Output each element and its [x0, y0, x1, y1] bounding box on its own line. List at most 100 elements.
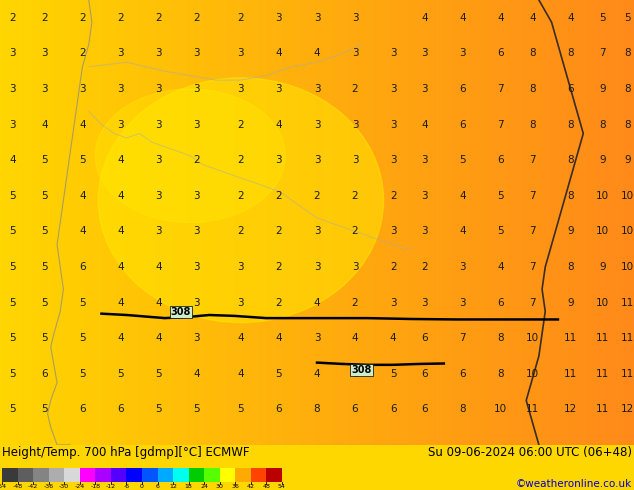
Text: 3: 3	[155, 226, 162, 236]
Text: 5: 5	[624, 13, 631, 23]
Bar	[251, 468, 266, 482]
Text: 3: 3	[314, 333, 320, 343]
Text: 8: 8	[567, 155, 574, 165]
Text: 2: 2	[10, 13, 16, 23]
Bar	[126, 468, 142, 482]
Text: 2: 2	[276, 262, 282, 272]
Text: 4: 4	[498, 262, 504, 272]
Text: 3: 3	[276, 13, 282, 23]
Text: 4: 4	[117, 226, 124, 236]
Text: 2: 2	[276, 226, 282, 236]
Text: 4: 4	[238, 369, 244, 379]
Text: -42: -42	[28, 485, 38, 490]
Text: 5: 5	[498, 191, 504, 201]
Text: 308: 308	[351, 365, 372, 375]
Text: 3: 3	[422, 191, 428, 201]
Text: 2: 2	[238, 191, 244, 201]
Text: 9: 9	[599, 262, 605, 272]
Text: 8: 8	[624, 120, 631, 129]
Text: 5: 5	[79, 155, 86, 165]
Text: 11: 11	[596, 333, 609, 343]
Bar	[95, 468, 111, 482]
Text: 2: 2	[390, 191, 396, 201]
Text: 4: 4	[314, 297, 320, 308]
Text: 3: 3	[352, 155, 358, 165]
Text: 4: 4	[155, 297, 162, 308]
Text: 2: 2	[352, 191, 358, 201]
Text: 7: 7	[460, 333, 466, 343]
Text: 9: 9	[599, 84, 605, 94]
Text: 3: 3	[314, 226, 320, 236]
Text: 6: 6	[422, 369, 428, 379]
Text: 7: 7	[529, 297, 536, 308]
Text: 4: 4	[41, 120, 48, 129]
Text: 4: 4	[314, 49, 320, 58]
Bar	[235, 468, 251, 482]
Text: 10: 10	[621, 262, 634, 272]
Text: 2: 2	[352, 297, 358, 308]
Bar	[220, 468, 235, 482]
Text: 5: 5	[460, 155, 466, 165]
Text: 5: 5	[10, 333, 16, 343]
Text: 3: 3	[41, 84, 48, 94]
Text: 4: 4	[529, 13, 536, 23]
Text: 36: 36	[231, 485, 239, 490]
Text: 7: 7	[529, 191, 536, 201]
Text: 3: 3	[352, 262, 358, 272]
Text: 4: 4	[193, 369, 200, 379]
Text: 3: 3	[390, 49, 396, 58]
Text: 3: 3	[10, 120, 16, 129]
Text: 9: 9	[624, 155, 631, 165]
Text: 2: 2	[117, 13, 124, 23]
Text: 2: 2	[390, 262, 396, 272]
Text: 308: 308	[171, 307, 191, 318]
Text: 4: 4	[422, 120, 428, 129]
Text: -54: -54	[0, 485, 7, 490]
Text: 3: 3	[155, 49, 162, 58]
Text: 3: 3	[390, 226, 396, 236]
Text: 6: 6	[567, 84, 574, 94]
Bar	[142, 468, 158, 482]
Text: 3: 3	[276, 155, 282, 165]
Text: 5: 5	[10, 191, 16, 201]
Text: 0: 0	[140, 485, 144, 490]
Text: 6: 6	[498, 49, 504, 58]
Text: 3: 3	[390, 155, 396, 165]
Text: 8: 8	[498, 333, 504, 343]
Text: 3: 3	[193, 191, 200, 201]
Text: 3: 3	[238, 297, 244, 308]
Text: 5: 5	[10, 262, 16, 272]
Text: 6: 6	[352, 404, 358, 415]
Text: 2: 2	[238, 13, 244, 23]
Text: 3: 3	[193, 49, 200, 58]
Text: 4: 4	[276, 49, 282, 58]
Text: 7: 7	[498, 120, 504, 129]
Bar	[204, 468, 220, 482]
Text: 4: 4	[117, 191, 124, 201]
Text: 4: 4	[567, 13, 574, 23]
Text: 11: 11	[621, 333, 634, 343]
Text: 6: 6	[460, 84, 466, 94]
Text: 2: 2	[79, 13, 86, 23]
Text: 5: 5	[79, 333, 86, 343]
Text: 2: 2	[155, 13, 162, 23]
Text: 8: 8	[624, 49, 631, 58]
Text: 42: 42	[247, 485, 255, 490]
Text: 7: 7	[529, 226, 536, 236]
Text: 8: 8	[567, 49, 574, 58]
Text: 3: 3	[10, 49, 16, 58]
Text: 3: 3	[460, 49, 466, 58]
Text: 11: 11	[621, 369, 634, 379]
Text: 4: 4	[498, 13, 504, 23]
Text: 3: 3	[117, 120, 124, 129]
Text: 4: 4	[155, 262, 162, 272]
Text: 3: 3	[193, 84, 200, 94]
Text: 3: 3	[155, 84, 162, 94]
Text: 10: 10	[596, 226, 609, 236]
Text: 11: 11	[526, 404, 539, 415]
Text: 3: 3	[10, 84, 16, 94]
Text: 4: 4	[276, 333, 282, 343]
Text: 11: 11	[564, 369, 577, 379]
Text: 3: 3	[155, 191, 162, 201]
Text: 5: 5	[41, 333, 48, 343]
